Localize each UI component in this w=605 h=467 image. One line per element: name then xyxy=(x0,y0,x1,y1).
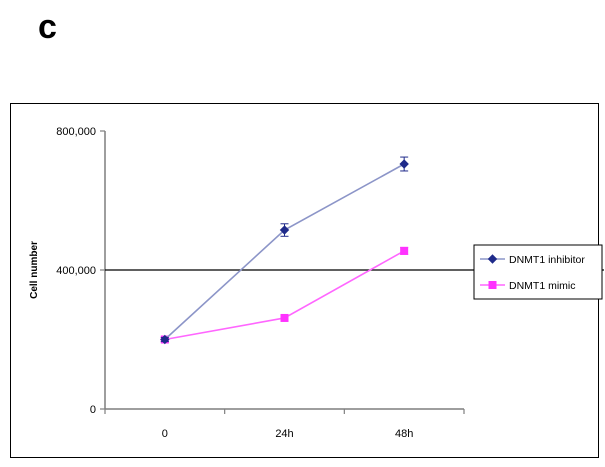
x-tick-label: 0 xyxy=(162,428,168,440)
data-point xyxy=(488,281,497,289)
series-layer xyxy=(160,156,409,345)
series-dnmt1-mimic xyxy=(160,246,409,344)
data-point xyxy=(160,334,170,345)
series-line xyxy=(164,163,405,341)
legend-entries: DNMT1 inhibitor DNMT1 mimic xyxy=(480,254,585,292)
series-line xyxy=(164,250,405,341)
legend-entry: DNMT1 mimic xyxy=(480,280,576,292)
data-point xyxy=(400,246,409,255)
x-ticks: 0 24h 48h xyxy=(104,409,465,440)
series-dnmt1-inhibitor xyxy=(160,156,409,345)
legend-box xyxy=(473,244,603,300)
y-axis-label: Cell number xyxy=(29,241,40,299)
x-tick-label: 48h xyxy=(395,428,413,440)
legend-label: DNMT1 inhibitor xyxy=(509,254,585,266)
x-tick-label: 24h xyxy=(275,428,293,440)
data-point xyxy=(279,225,290,235)
legend: DNMT1 inhibitor DNMT1 mimic xyxy=(473,244,603,300)
y-tick-label: 0 xyxy=(90,404,96,416)
panel-letter: c xyxy=(38,8,57,46)
legend-entry: DNMT1 inhibitor xyxy=(480,254,585,266)
data-point xyxy=(399,159,409,169)
data-point xyxy=(487,254,498,264)
y-ticks: 0 400,000 800,000 xyxy=(56,126,105,416)
legend-label: DNMT1 mimic xyxy=(509,280,576,292)
y-tick-label: 800,000 xyxy=(56,126,96,138)
y-tick-label: 400,000 xyxy=(56,265,96,277)
data-point xyxy=(280,313,289,322)
